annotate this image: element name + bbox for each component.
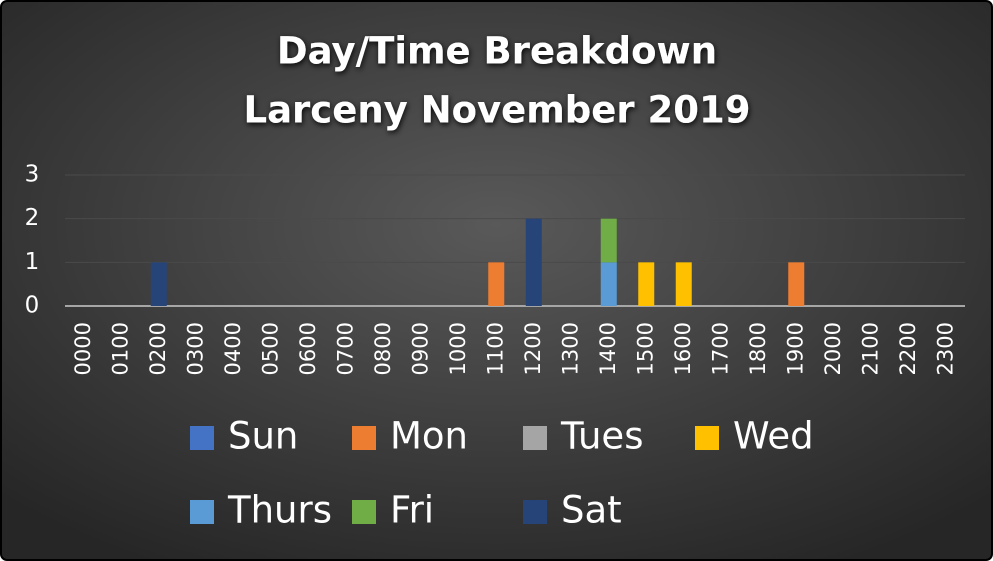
legend-swatch <box>190 500 214 524</box>
bar <box>638 262 655 306</box>
y-tick-label: 2 <box>25 205 40 231</box>
x-tick-label: 2200 <box>896 322 920 375</box>
legend-label: Fri <box>390 489 434 532</box>
legend-label: Sun <box>228 415 298 458</box>
x-tick-label: 0100 <box>108 322 132 375</box>
x-tick-label: 0000 <box>71 322 95 375</box>
bar <box>600 218 617 263</box>
x-tick-label: 2000 <box>821 322 845 375</box>
legend-label: Sat <box>561 489 622 532</box>
bar <box>150 262 167 306</box>
legend-label: Thurs <box>227 489 332 532</box>
bar <box>600 262 617 306</box>
y-tick-label: 3 <box>25 162 40 188</box>
x-tick-label: 0900 <box>408 322 432 375</box>
legend-label: Mon <box>390 415 468 458</box>
x-tick-label: 1200 <box>521 322 545 375</box>
legend-swatch <box>695 426 719 450</box>
legend-swatch <box>352 426 376 450</box>
bar <box>788 262 805 306</box>
bar <box>675 262 692 306</box>
x-tick-label: 1700 <box>708 322 732 375</box>
x-tick-label: 1500 <box>633 322 657 375</box>
x-tick-label: 0700 <box>333 322 357 375</box>
x-tick-label: 1900 <box>783 322 807 375</box>
x-tick-label: 1600 <box>671 322 695 375</box>
x-tick-label: 1400 <box>596 322 620 375</box>
x-tick-label: 0400 <box>221 322 245 375</box>
x-tick-label: 0800 <box>371 322 395 375</box>
x-tick-label: 2100 <box>858 322 882 375</box>
x-tick-label: 1100 <box>483 322 507 375</box>
x-tick-label: 0300 <box>183 322 207 375</box>
x-tick-label: 1300 <box>558 322 582 375</box>
bar <box>525 218 542 306</box>
legend-swatch <box>190 426 214 450</box>
y-tick-label: 0 <box>25 293 40 319</box>
y-tick-label: 1 <box>25 249 40 275</box>
x-tick-label: 1000 <box>446 322 470 375</box>
x-tick-label: 0500 <box>258 322 282 375</box>
legend-label: Wed <box>733 415 814 458</box>
legend-swatch <box>523 500 547 524</box>
bar <box>488 262 505 306</box>
x-tick-label: 0600 <box>296 322 320 375</box>
x-tick-label: 0200 <box>146 322 170 375</box>
x-tick-label: 1800 <box>746 322 770 375</box>
legend-label: Tues <box>560 415 643 458</box>
chart-subtitle: Larceny November 2019 <box>244 89 751 132</box>
chart-title: Day/Time Breakdown <box>277 30 717 73</box>
legend-swatch <box>352 500 376 524</box>
legend-swatch <box>523 426 547 450</box>
x-tick-label: 2300 <box>933 322 957 375</box>
